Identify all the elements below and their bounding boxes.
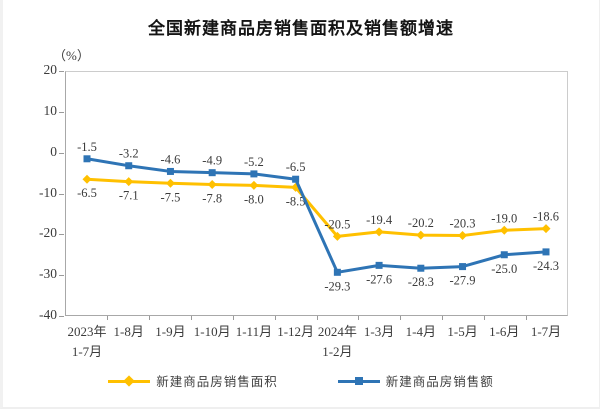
x-tick-label: 1-11月 — [235, 324, 273, 339]
data-point-sales-amount — [542, 248, 550, 256]
x-tick-mark — [106, 316, 108, 320]
data-label-sales-amount: -3.2 — [119, 147, 139, 161]
x-tick-label: 1-9月 — [155, 324, 186, 339]
data-point-sales-area — [332, 231, 342, 241]
x-tick-label: 1-8月 — [113, 324, 144, 339]
plot-area — [65, 71, 568, 316]
legend-marker-sales-area — [108, 374, 151, 387]
chart-canvas: -6.5 -7.1 -7.5 -7.8 -8.0 -8.5 -20.5 -19.4 -20.2 -… — [77, 140, 559, 294]
data-label-sales-amount: -25.0 — [491, 262, 517, 276]
data-label-sales-area: -7.5 — [161, 190, 181, 204]
data-point-sales-area — [374, 227, 384, 237]
x-tick-mark — [190, 316, 192, 320]
data-point-sales-area — [165, 178, 175, 188]
data-label-sales-area: -6.5 — [77, 186, 97, 200]
x-tick-label: 1-12月 — [277, 324, 315, 339]
data-label-sales-area: -8.5 — [286, 194, 306, 208]
data-label-sales-area: -18.6 — [533, 210, 559, 224]
y-tick-label: -30 — [39, 266, 57, 282]
data-label-sales-amount: -28.3 — [408, 275, 434, 289]
y-tick-mark — [59, 234, 64, 236]
y-tick-label: -40 — [39, 307, 57, 322]
x-tick-mark — [484, 316, 486, 320]
x-tick-label: 1-6月 — [489, 324, 520, 339]
data-point-sales-amount — [166, 167, 174, 175]
data-point-sales-amount — [292, 175, 300, 183]
x-tick-mark — [400, 316, 402, 320]
x-tick-label: 1-3月 — [363, 324, 395, 339]
x-tick-mark — [232, 316, 234, 320]
x-tick-mark — [274, 316, 276, 320]
data-label-sales-amount: -6.5 — [286, 160, 306, 174]
data-point-sales-amount — [375, 261, 383, 269]
data-point-sales-area — [207, 180, 217, 190]
data-point-sales-amount — [500, 251, 508, 259]
data-point-sales-amount — [208, 169, 216, 177]
y-tick-mark — [59, 71, 64, 72]
data-label-sales-amount: -29.3 — [324, 279, 350, 293]
data-label-sales-amount: -27.9 — [450, 274, 476, 288]
data-label-sales-area: -7.1 — [119, 189, 139, 203]
x-tick-mark — [526, 316, 528, 320]
data-label-sales-area: -8.0 — [244, 192, 264, 206]
data-label-sales-amount: -5.2 — [244, 155, 264, 169]
y-tick-label: -20 — [39, 225, 57, 241]
data-point-sales-area — [458, 231, 468, 241]
data-point-sales-amount — [459, 263, 467, 271]
data-label-sales-area: -20.2 — [408, 216, 434, 230]
y-tick-label: 0 — [50, 143, 57, 159]
x-tick-mark — [148, 316, 150, 320]
y-tick-mark — [59, 316, 64, 317]
data-label-sales-amount: -4.6 — [161, 152, 181, 166]
series-line-sales-amount — [86, 157, 547, 274]
x-tick-mark — [358, 316, 360, 320]
data-label-sales-area: -20.3 — [450, 217, 476, 231]
data-point-sales-area — [249, 180, 259, 190]
data-label-sales-area: -20.5 — [324, 217, 350, 231]
data-point-sales-amount — [250, 170, 258, 178]
data-label-sales-amount: -27.6 — [366, 272, 392, 286]
legend: 新建商品房销售面积 新建商品房销售额 — [3, 371, 599, 390]
chart-title: 全国新建商品房销售面积及销售额增速 — [148, 19, 454, 38]
legend-label-sales-amount: 新建商品房销售额 — [385, 375, 494, 389]
y-tick-mark — [59, 275, 64, 277]
legend-item-sales-area: 新建商品房销售面积 — [108, 371, 278, 390]
series-line-sales-area — [86, 177, 547, 238]
y-tick-mark — [59, 152, 64, 154]
x-tick-mark — [316, 316, 318, 320]
x-tick-mark — [442, 316, 444, 320]
y-tick-mark — [59, 193, 64, 195]
data-point-sales-amount — [83, 155, 91, 163]
legend-item-sales-amount: 新建商品房销售额 — [337, 371, 494, 390]
data-label-sales-area: -7.8 — [202, 192, 222, 206]
data-point-sales-area — [82, 174, 92, 184]
y-tick-label: 20 — [43, 62, 58, 77]
legend-label-sales-area: 新建商品房销售面积 — [156, 375, 278, 389]
data-label-sales-area: -19.0 — [491, 211, 517, 225]
y-tick-label: -10 — [39, 184, 57, 200]
data-point-sales-area — [541, 224, 551, 234]
legend-marker-sales-amount — [337, 375, 380, 387]
data-label-sales-amount: -4.9 — [202, 154, 222, 168]
x-tick-label: 1-7月 — [530, 324, 562, 339]
y-tick-mark — [59, 111, 64, 113]
x-tick-label: 2023年 1-7月 — [67, 324, 107, 360]
data-point-sales-area — [416, 230, 426, 240]
x-tick-label: 2024年 1-2月 — [317, 324, 357, 360]
y-tick-label: 10 — [43, 102, 58, 118]
x-tick-label: 1-4月 — [405, 324, 436, 339]
y-axis-unit-label: （%） — [53, 48, 90, 63]
data-label-sales-amount: -24.3 — [533, 259, 559, 273]
x-tick-label: 1-5月 — [447, 324, 478, 339]
data-point-sales-amount — [125, 162, 133, 170]
data-point-sales-amount — [333, 268, 341, 276]
data-label-sales-amount: -1.5 — [77, 140, 97, 154]
data-label-sales-area: -19.4 — [366, 213, 393, 227]
data-point-sales-amount — [417, 264, 425, 272]
data-point-sales-area — [499, 225, 509, 235]
data-point-sales-area — [124, 177, 134, 187]
x-tick-label: 1-10月 — [193, 324, 231, 339]
